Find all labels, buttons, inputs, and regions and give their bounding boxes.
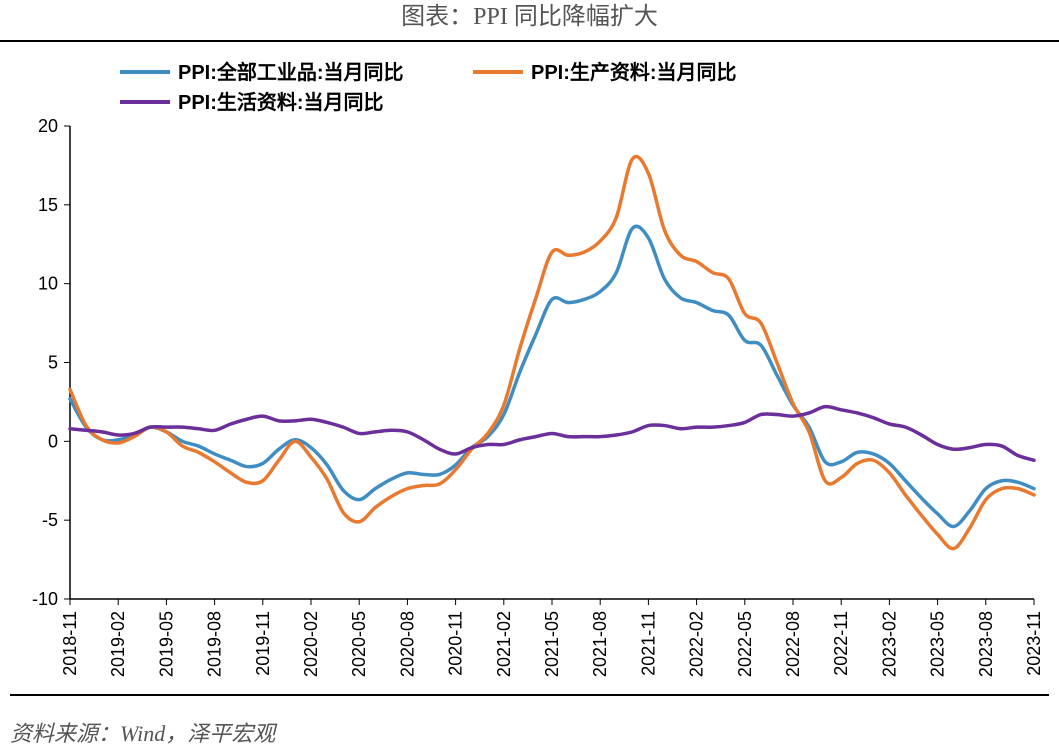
source-text: 资料来源：Wind，泽平宏观: [10, 706, 1049, 748]
y-tick-label: -10: [32, 589, 58, 609]
x-tick-label: 2023-11: [1024, 611, 1044, 676]
x-tick-label: 2020-11: [446, 611, 466, 676]
x-tick-label: 2019-02: [108, 611, 128, 677]
page-container: 图表：PPI 同比降幅扩大 -10 -5 0 5 10 15 20 2018-11 2019-0…: [0, 0, 1059, 754]
legend-label: PPI:全部工业品:当月同比: [178, 60, 404, 84]
x-tick-label: 2019-08: [205, 611, 225, 677]
x-tick-label: 2020-08: [397, 611, 417, 677]
y-tick-label: 5: [48, 353, 58, 373]
x-tick-label: 2019-05: [156, 611, 176, 677]
x-tick-label: 2022-08: [783, 611, 803, 677]
x-tick-label: 2020-02: [301, 611, 321, 677]
y-tick-label: 10: [38, 274, 58, 294]
x-tick-label: 2023-02: [879, 611, 899, 677]
x-tick-label: 2023-08: [976, 611, 996, 677]
x-tick-label: 2019-11: [253, 611, 273, 676]
series-line: [70, 226, 1034, 526]
x-tick-label: 2021-08: [590, 611, 610, 677]
x-tick-label: 2021-05: [542, 611, 562, 677]
x-tick-label: 2022-11: [831, 611, 851, 676]
chart-area: -10 -5 0 5 10 15 20 2018-11 2019-02 2019-05 2019-0…: [10, 46, 1049, 696]
y-tick-label: -5: [42, 510, 58, 530]
legend-label: PPI:生活资料:当月同比: [178, 90, 384, 114]
x-tick-label: 2021-02: [494, 611, 514, 677]
y-tick-label: 0: [48, 431, 58, 451]
x-tick-label: 2018-11: [60, 611, 80, 676]
x-tick-label: 2023-05: [928, 611, 948, 677]
y-tick-label: 15: [38, 195, 58, 215]
x-tick-label: 2020-05: [349, 611, 369, 677]
title-bar: 图表：PPI 同比降幅扩大: [0, 0, 1059, 42]
x-tick-label: 2021-11: [638, 611, 658, 676]
legend-label: PPI:生产资料:当月同比: [531, 60, 737, 84]
chart-svg: -10 -5 0 5 10 15 20 2018-11 2019-02 2019-05 2019-0…: [10, 46, 1049, 694]
y-tick-label: 20: [38, 116, 58, 136]
x-tick-label: 2022-02: [687, 611, 707, 677]
x-tick-label: 2022-05: [735, 611, 755, 677]
series-line: [70, 157, 1034, 549]
source-bar: 资料来源：Wind，泽平宏观: [10, 706, 1049, 754]
chart-title: 图表：PPI 同比降幅扩大: [401, 4, 658, 30]
